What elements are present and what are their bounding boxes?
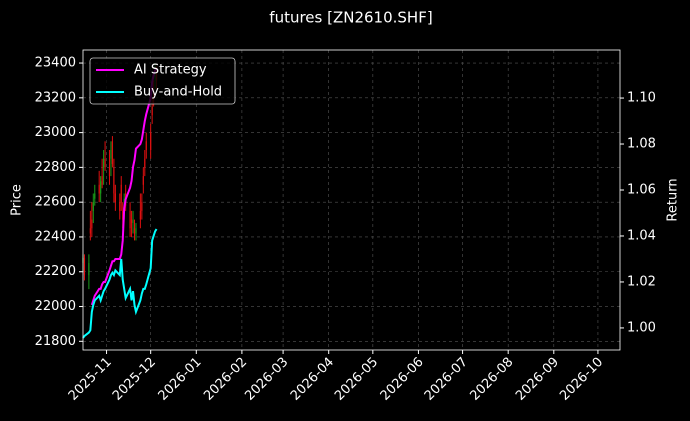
legend-box	[89, 57, 236, 105]
candle-body	[94, 193, 96, 199]
y-tick-label: 22800	[35, 160, 76, 175]
candle-body	[123, 198, 125, 203]
candle-body	[142, 176, 144, 185]
candle-body	[91, 219, 93, 229]
x-tick-label: 2025-11	[66, 355, 115, 404]
y2-axis-label: Return	[666, 178, 681, 221]
candle-body	[132, 219, 134, 224]
candle-body	[108, 167, 111, 177]
candle-body	[100, 181, 102, 194]
y2-tick-label: 1.02	[627, 274, 656, 289]
x-tick-label: 2026-01	[156, 355, 205, 404]
candle-body	[141, 202, 143, 211]
x-tick-label: 2025-12	[110, 355, 159, 404]
line-series	[90, 67, 158, 306]
x-tick-label: 2026-05	[332, 355, 381, 404]
candle-body	[151, 106, 153, 116]
candle-body	[135, 228, 137, 234]
x-tick-label: 2026-03	[242, 355, 291, 404]
y-tick-label: 21800	[35, 334, 76, 349]
candle-body	[102, 158, 105, 168]
y2-tick-label: 1.08	[627, 137, 656, 152]
y2-tick-label: 1.10	[627, 91, 656, 106]
candle-body	[98, 184, 100, 194]
candle-body	[83, 257, 86, 276]
y-axis-label: Price	[10, 184, 25, 216]
candle-body	[144, 158, 146, 168]
candle-body	[150, 132, 152, 150]
candle-body	[111, 141, 114, 164]
line-series	[82, 228, 158, 339]
candle-body	[145, 141, 147, 150]
x-tick-label: 2026-06	[378, 355, 427, 404]
x-tick-label: 2026-07	[422, 355, 471, 404]
candle-body	[130, 219, 133, 224]
chart-title: futures [ZN2610.SHF]	[269, 9, 432, 27]
y2-tick-label: 1.04	[627, 228, 656, 243]
y2-tick-label: 1.00	[627, 320, 656, 335]
y-tick-label: 23000	[35, 125, 76, 140]
candle-body	[89, 228, 91, 234]
candle-body	[104, 158, 106, 168]
y-tick-label: 23400	[35, 56, 76, 71]
legend-label: AI Strategy	[134, 63, 207, 78]
x-tick-label: 2026-10	[557, 355, 606, 404]
y-tick-label: 22400	[35, 229, 76, 244]
candle-body	[101, 176, 103, 185]
plot-frame	[82, 49, 621, 351]
x-tick-label: 2026-04	[288, 355, 337, 404]
candle-body	[113, 167, 115, 194]
candle-body	[110, 150, 112, 159]
candle-body	[119, 202, 121, 211]
candle-body	[120, 184, 122, 203]
candle-body	[122, 210, 124, 220]
candle-body	[139, 210, 141, 220]
y-tick-label: 23200	[35, 90, 76, 105]
candle-body	[114, 193, 116, 203]
y2-tick-label: 1.06	[627, 183, 656, 198]
y-tick-label: 22600	[35, 195, 76, 210]
y-tick-label: 22200	[35, 264, 76, 279]
x-tick-label: 2026-08	[467, 355, 516, 404]
legend-label: Buy-and-Hold	[134, 85, 222, 100]
candle-body	[92, 202, 94, 211]
y-tick-label: 22000	[35, 299, 76, 314]
x-tick-label: 2026-02	[201, 355, 250, 404]
candle-body	[133, 228, 136, 234]
x-tick-label: 2026-09	[513, 355, 562, 404]
candle-body	[88, 263, 90, 276]
candle-body	[129, 210, 131, 229]
